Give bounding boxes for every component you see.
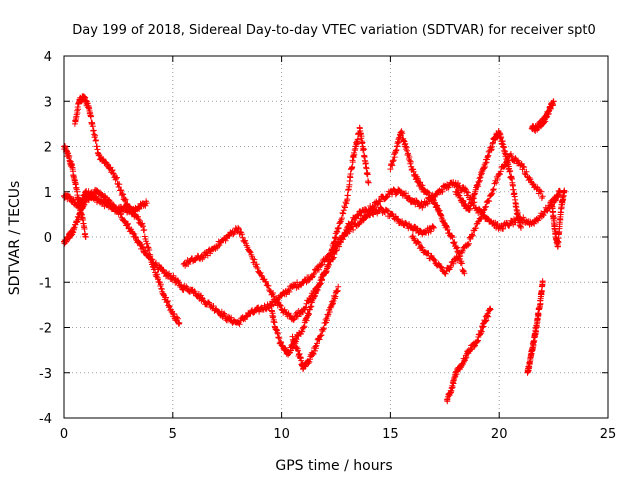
y-tick-label: -4 <box>39 412 52 427</box>
data-marker-path <box>180 179 564 323</box>
data-points <box>61 93 568 405</box>
y-axis-label: SDTVAR / TECUs <box>7 181 23 296</box>
x-tick-label: 5 <box>169 427 177 442</box>
x-tick-label: 10 <box>273 427 290 442</box>
series-track-I <box>409 151 546 277</box>
data-marker-path <box>267 124 372 358</box>
y-tick-label: 0 <box>44 231 52 246</box>
x-tick-label: 20 <box>491 427 508 442</box>
x-tick-label: 15 <box>382 427 399 442</box>
y-tick-label: 4 <box>44 50 52 65</box>
y-tick-label: 1 <box>44 186 52 201</box>
x-axis-label: GPS time / hours <box>275 458 392 474</box>
data-marker-path <box>452 128 524 231</box>
x-tick-label: 0 <box>60 427 68 442</box>
chart-title: Day 199 of 2018, Sidereal Day-to-day VTE… <box>72 23 596 38</box>
data-marker-path <box>409 151 546 277</box>
series-track-G <box>289 283 342 373</box>
y-tick-label: -2 <box>39 322 52 337</box>
series-track-L <box>524 278 546 376</box>
y-tick-label: 3 <box>44 95 52 110</box>
x-tick-labels: 0 5 10 15 20 25 <box>60 427 616 442</box>
series-track-J <box>444 305 494 405</box>
series-track-H <box>387 128 468 277</box>
y-tick-labels: -4 -3 -2 -1 0 1 2 3 4 <box>39 50 52 427</box>
data-marker-path <box>289 283 342 373</box>
data-marker-path <box>387 128 468 277</box>
series-track-F <box>267 124 372 358</box>
data-marker-path <box>524 278 546 376</box>
series-track-E <box>180 179 564 323</box>
series-track-C <box>71 93 183 327</box>
data-marker-path <box>528 98 557 134</box>
series-track-K <box>452 128 524 231</box>
data-marker-path <box>71 93 183 327</box>
data-marker-path <box>548 187 568 250</box>
data-marker-path <box>444 305 494 405</box>
plot-frame <box>63 55 609 419</box>
y-tick-label: -3 <box>39 367 52 382</box>
y-tick-label: 2 <box>44 141 52 156</box>
series-track-N <box>548 187 568 250</box>
y-tick-label: -1 <box>39 276 52 291</box>
x-tick-label: 25 <box>600 427 617 442</box>
series-track-M <box>528 98 557 134</box>
